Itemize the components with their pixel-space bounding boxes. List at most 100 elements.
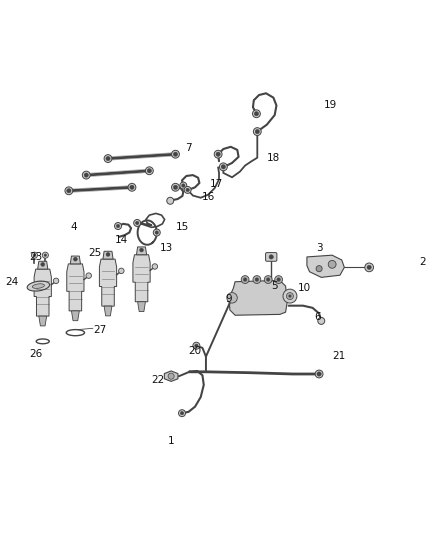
Circle shape [253, 128, 261, 135]
Polygon shape [307, 255, 344, 277]
Circle shape [275, 276, 283, 284]
Circle shape [219, 163, 227, 171]
Circle shape [186, 188, 189, 192]
Circle shape [264, 276, 272, 284]
Text: 19: 19 [323, 100, 337, 110]
Circle shape [74, 257, 78, 261]
Circle shape [255, 130, 259, 134]
Circle shape [135, 221, 139, 225]
Polygon shape [71, 311, 79, 321]
Circle shape [82, 171, 90, 179]
Ellipse shape [27, 281, 49, 291]
Circle shape [152, 264, 158, 269]
Circle shape [315, 370, 323, 378]
Circle shape [173, 152, 178, 156]
Ellipse shape [32, 284, 44, 288]
Text: 22: 22 [152, 375, 165, 385]
Circle shape [53, 278, 59, 284]
Text: 9: 9 [226, 294, 232, 304]
Circle shape [140, 248, 144, 252]
Text: 6: 6 [315, 312, 321, 321]
Polygon shape [229, 280, 287, 315]
Circle shape [365, 263, 374, 272]
Circle shape [44, 254, 47, 256]
Polygon shape [34, 269, 51, 316]
Text: 7: 7 [185, 143, 192, 154]
Circle shape [255, 278, 258, 281]
Circle shape [32, 252, 38, 258]
Circle shape [283, 289, 297, 303]
Circle shape [86, 273, 92, 278]
Circle shape [172, 183, 180, 191]
Circle shape [318, 318, 325, 325]
Circle shape [128, 183, 136, 191]
Text: 15: 15 [176, 222, 189, 232]
Polygon shape [67, 264, 84, 311]
Circle shape [33, 254, 36, 256]
Circle shape [119, 268, 124, 273]
Circle shape [253, 110, 260, 118]
Text: 14: 14 [114, 236, 127, 245]
Circle shape [167, 197, 174, 204]
Polygon shape [103, 251, 113, 259]
Circle shape [134, 220, 141, 227]
Circle shape [41, 262, 45, 266]
Text: 4: 4 [71, 222, 78, 232]
Circle shape [316, 265, 322, 272]
Polygon shape [104, 306, 112, 316]
Text: 17: 17 [210, 179, 223, 189]
Text: 20: 20 [188, 346, 201, 357]
Circle shape [254, 111, 258, 116]
Circle shape [227, 293, 237, 303]
Polygon shape [137, 247, 147, 255]
Circle shape [173, 185, 178, 189]
Text: 21: 21 [332, 351, 346, 361]
Text: 13: 13 [160, 243, 173, 253]
Text: 23: 23 [30, 252, 43, 262]
Circle shape [147, 168, 152, 173]
Circle shape [241, 276, 249, 284]
Circle shape [266, 278, 270, 281]
Polygon shape [138, 302, 145, 312]
Polygon shape [39, 316, 47, 326]
Circle shape [221, 165, 226, 169]
Circle shape [115, 223, 121, 230]
Circle shape [193, 342, 200, 349]
FancyBboxPatch shape [265, 253, 277, 261]
Circle shape [42, 252, 48, 258]
Circle shape [104, 155, 112, 163]
Circle shape [106, 156, 110, 161]
Text: 24: 24 [6, 277, 19, 287]
Circle shape [289, 295, 291, 297]
Circle shape [214, 150, 222, 158]
Circle shape [145, 167, 153, 175]
Circle shape [130, 185, 134, 189]
Circle shape [172, 150, 180, 158]
Text: 26: 26 [30, 349, 43, 359]
Text: 27: 27 [93, 325, 106, 335]
Text: 5: 5 [271, 281, 278, 291]
Text: 10: 10 [297, 283, 311, 293]
Circle shape [180, 182, 187, 189]
Text: 2: 2 [419, 257, 426, 267]
Circle shape [216, 152, 220, 156]
Circle shape [277, 278, 280, 281]
Polygon shape [70, 256, 81, 264]
Circle shape [155, 231, 159, 235]
Circle shape [182, 184, 185, 187]
Text: 16: 16 [201, 192, 215, 202]
Text: 1: 1 [168, 436, 174, 446]
Circle shape [65, 187, 73, 195]
Circle shape [328, 261, 336, 268]
Circle shape [153, 229, 160, 236]
Circle shape [269, 255, 273, 259]
Polygon shape [99, 259, 117, 306]
Circle shape [286, 293, 293, 300]
Circle shape [253, 276, 261, 284]
Circle shape [244, 278, 247, 281]
Polygon shape [164, 371, 178, 382]
Circle shape [67, 189, 71, 193]
Circle shape [184, 187, 191, 193]
Circle shape [317, 372, 321, 376]
Circle shape [168, 373, 174, 379]
